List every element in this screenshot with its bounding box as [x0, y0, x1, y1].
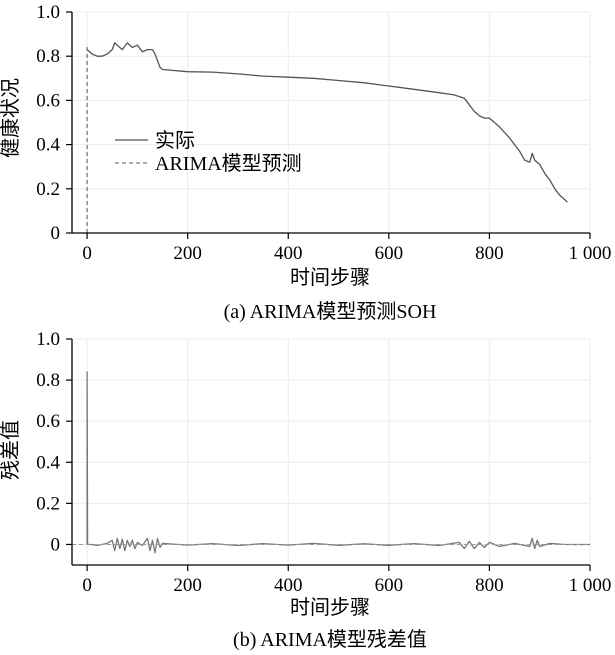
panel-a-legend: 实际 ARIMA模型预测 — [115, 129, 302, 175]
y-tick-label: 1.0 — [36, 2, 60, 23]
x-tick-label: 200 — [173, 243, 202, 264]
x-tick-label: 0 — [82, 575, 92, 596]
panel-a-ticks: 0 200 400 600 800 1 000 0 0.2 0.4 0.6 0.8 1.0 — [36, 2, 611, 264]
y-tick-label: 0.2 — [36, 493, 60, 514]
y-tick-label: 0.4 — [36, 452, 60, 473]
panel-b-axes — [71, 339, 590, 566]
y-tick-label: 0.6 — [36, 411, 60, 432]
panel-b-x-axis-title: 时间步骤 — [290, 596, 370, 619]
x-tick-label: 200 — [173, 575, 202, 596]
x-tick-label: 1 000 — [569, 243, 612, 264]
x-tick-label: 800 — [475, 575, 504, 596]
x-tick-label: 0 — [82, 243, 92, 264]
panel-a-x-axis-title: 时间步骤 — [290, 266, 370, 289]
x-tick-label: 400 — [274, 243, 303, 264]
panel-a-axes — [71, 12, 590, 234]
panel-b-ticks: 0 200 400 600 800 1 000 0 0.2 0.4 0.6 0.8 1.0 — [36, 329, 611, 596]
y-tick-label: 0.4 — [36, 135, 60, 156]
y-tick-label: 0.2 — [36, 179, 60, 200]
x-tick-label: 400 — [274, 575, 303, 596]
y-tick-label: 0.8 — [36, 370, 60, 391]
panel-a-caption: (a) ARIMA模型预测SOH — [224, 300, 437, 323]
x-tick-label: 600 — [375, 243, 404, 264]
series-line-actual — [86, 42, 568, 203]
y-tick-label: 1.0 — [36, 329, 60, 350]
panel-a-y-axis-title: 健康状况 — [0, 78, 22, 158]
panel-a-grid — [72, 11, 591, 234]
panel-a-series — [86, 42, 568, 233]
panel-b-grid — [72, 338, 591, 565]
legend-label-actual: 实际 — [155, 129, 195, 152]
panel-b-y-axis-title: 残差值 — [0, 420, 22, 480]
x-tick-label: 800 — [475, 243, 504, 264]
legend-label-arima: ARIMA模型预测 — [155, 152, 302, 175]
y-tick-label: 0 — [51, 223, 61, 244]
panel-b-series — [72, 371, 590, 554]
y-tick-label: 0.8 — [36, 46, 60, 67]
x-tick-label: 600 — [375, 575, 404, 596]
y-tick-label: 0.6 — [36, 90, 60, 111]
panel-b-caption: (b) ARIMA模型残差值 — [233, 628, 427, 651]
y-tick-label: 0 — [51, 534, 61, 555]
series-line-residual — [86, 371, 590, 554]
x-tick-label: 1 000 — [569, 575, 612, 596]
